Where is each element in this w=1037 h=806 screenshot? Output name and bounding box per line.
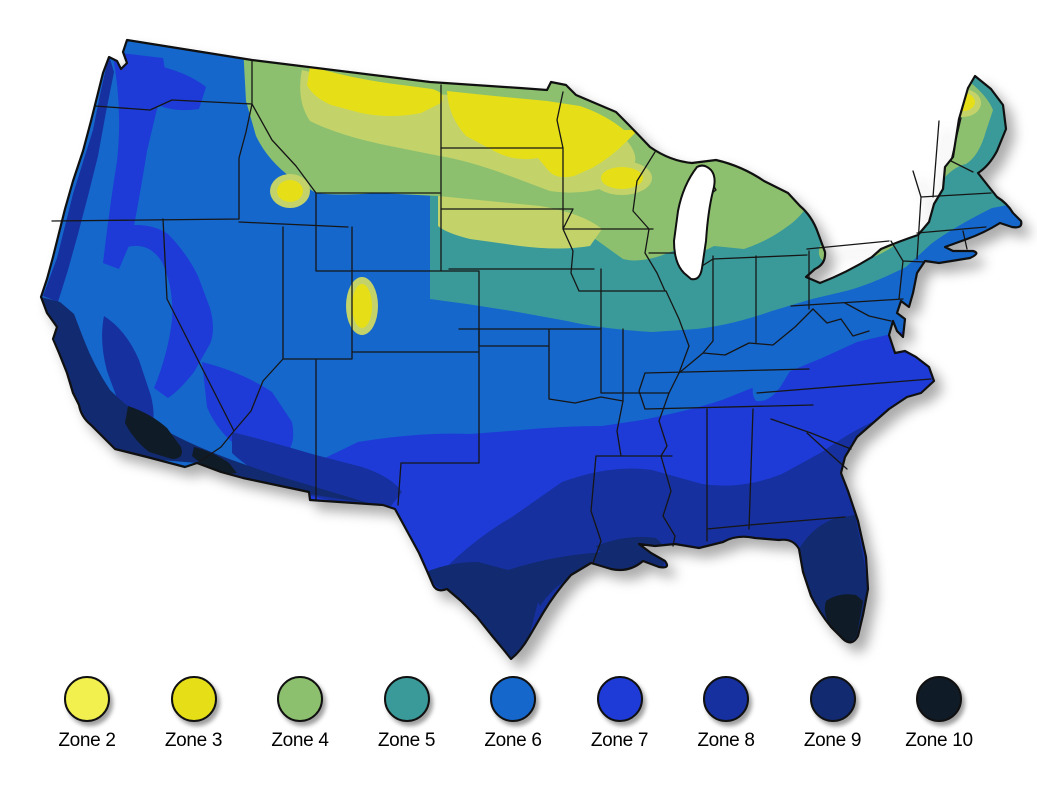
zone-6-appalachian-finger bbox=[752, 319, 807, 402]
legend-item-zone-4: Zone 4 bbox=[261, 676, 339, 752]
state-borders bbox=[51, 59, 992, 564]
zone-10-label: Zone 10 bbox=[905, 730, 973, 751]
legend-item-zone-8: Zone 8 bbox=[687, 676, 765, 752]
zone-2-swatch bbox=[64, 676, 110, 722]
zone-8-swatch bbox=[703, 676, 749, 722]
legend-item-zone-3: Zone 3 bbox=[155, 676, 233, 752]
zone-9-swatch bbox=[809, 676, 856, 722]
zone-3-swatch bbox=[170, 676, 217, 722]
zone-4-label: Zone 4 bbox=[271, 730, 329, 751]
us-hardiness-zone-map bbox=[39, 38, 1023, 661]
zone-9-label: Zone 9 bbox=[803, 730, 862, 751]
zone-7-label: Zone 7 bbox=[590, 730, 649, 751]
zone-3-label: Zone 3 bbox=[164, 730, 223, 751]
zone-2-label: Zone 2 bbox=[58, 730, 116, 751]
zone-8-label: Zone 8 bbox=[697, 730, 755, 751]
lake-michigan bbox=[672, 164, 716, 281]
legend-item-zone-7: Zone 7 bbox=[581, 676, 659, 752]
map-svg bbox=[39, 38, 1023, 661]
zone-5-label: Zone 5 bbox=[377, 730, 436, 751]
legend-item-zone-2: Zone 2 bbox=[48, 676, 126, 752]
zone-6-label: Zone 6 bbox=[484, 730, 542, 751]
zone-7-swatch bbox=[596, 676, 643, 722]
zone-6-swatch bbox=[490, 676, 536, 722]
legend-item-zone-6: Zone 6 bbox=[474, 676, 552, 752]
zone-legend: Zone 2 Zone 3 Zone 4 Zone 5 Zone 6 Zone … bbox=[48, 676, 978, 752]
legend-item-zone-10: Zone 10 bbox=[900, 676, 978, 752]
zone-5-swatch bbox=[383, 676, 430, 722]
legend-item-zone-5: Zone 5 bbox=[368, 676, 446, 752]
zone-4-swatch bbox=[277, 676, 323, 722]
zone-10-swatch bbox=[916, 676, 962, 722]
legend-item-zone-9: Zone 9 bbox=[794, 676, 872, 752]
